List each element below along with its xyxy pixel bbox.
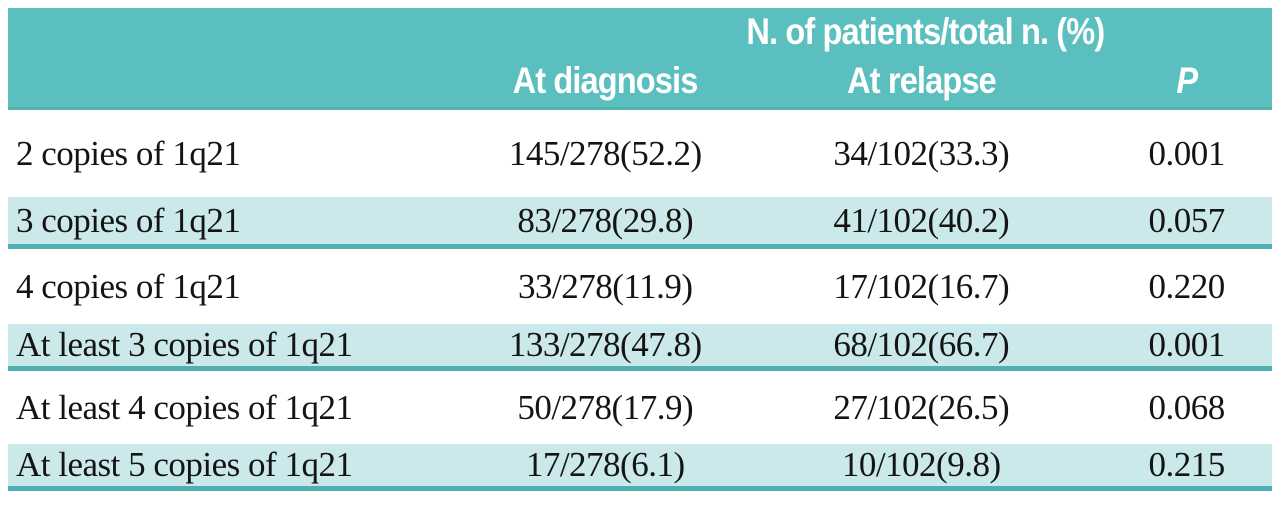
- at-relapse-value: 68/102(66.7): [833, 325, 1010, 365]
- row-label: At least 5 copies of 1q21: [16, 445, 353, 485]
- row-label: At least 4 copies of 1q21: [16, 387, 353, 427]
- row-label: 2 copies of 1q21: [16, 133, 241, 173]
- at-diagnosis-value: 83/278(29.8): [517, 200, 694, 240]
- at-relapse-value: 17/102(16.7): [833, 266, 1010, 306]
- table-row: At least 4 copies of 1q21 50/278(17.9) 2…: [8, 368, 1272, 444]
- column-header-at-diagnosis: At diagnosis: [469, 54, 742, 110]
- at-diagnosis-value: 33/278(11.9): [517, 266, 693, 306]
- at-relapse-value: 41/102(40.2): [833, 200, 1010, 240]
- column-header-p: P: [1101, 54, 1272, 110]
- header-empty-cell: [8, 54, 470, 110]
- at-diagnosis-value: 145/278(52.2): [508, 133, 702, 173]
- group-header-label: N. of patients/total n. (%): [746, 10, 1106, 52]
- table-row: 3 copies of 1q21 83/278(29.8) 41/102(40.…: [8, 196, 1272, 247]
- table-row: At least 5 copies of 1q21 17/278(6.1) 10…: [8, 443, 1272, 489]
- at-diagnosis-value: 17/278(6.1): [525, 445, 685, 485]
- column-header-at-relapse: At relapse: [741, 54, 1102, 110]
- p-value: 0.068: [1148, 387, 1226, 427]
- p-value: 0.215: [1148, 445, 1226, 485]
- p-value: 0.001: [1148, 325, 1226, 365]
- table-body: 2 copies of 1q21 145/278(52.2) 34/102(33…: [8, 108, 1272, 489]
- row-label: At least 3 copies of 1q21: [16, 325, 353, 365]
- 1q21-copy-number-table: N. of patients/total n. (%) At diagnosis…: [8, 8, 1272, 491]
- table-row: At least 3 copies of 1q21 133/278(47.8) …: [8, 323, 1272, 369]
- column-header-row: At diagnosis At relapse P: [8, 54, 1272, 110]
- at-diagnosis-value: 133/278(47.8): [508, 325, 702, 365]
- row-label: 4 copies of 1q21: [16, 266, 241, 306]
- group-header-cell: N. of patients/total n. (%): [469, 8, 1272, 54]
- at-diagnosis-value: 50/278(17.9): [517, 387, 694, 427]
- table-row: 4 copies of 1q21 33/278(11.9) 17/102(16.…: [8, 246, 1272, 324]
- p-value: 0.001: [1148, 133, 1226, 173]
- table-row: 2 copies of 1q21 145/278(52.2) 34/102(33…: [8, 108, 1272, 197]
- p-value: 0.057: [1148, 200, 1226, 240]
- at-relapse-value: 10/102(9.8): [841, 445, 1001, 485]
- at-relapse-value: 27/102(26.5): [833, 387, 1010, 427]
- p-value: 0.220: [1148, 266, 1226, 306]
- header-empty-cell: [8, 8, 470, 54]
- at-relapse-value: 34/102(33.3): [833, 133, 1010, 173]
- table-header: N. of patients/total n. (%) At diagnosis…: [8, 8, 1272, 110]
- row-label: 3 copies of 1q21: [16, 200, 241, 240]
- group-header-row: N. of patients/total n. (%): [8, 8, 1272, 54]
